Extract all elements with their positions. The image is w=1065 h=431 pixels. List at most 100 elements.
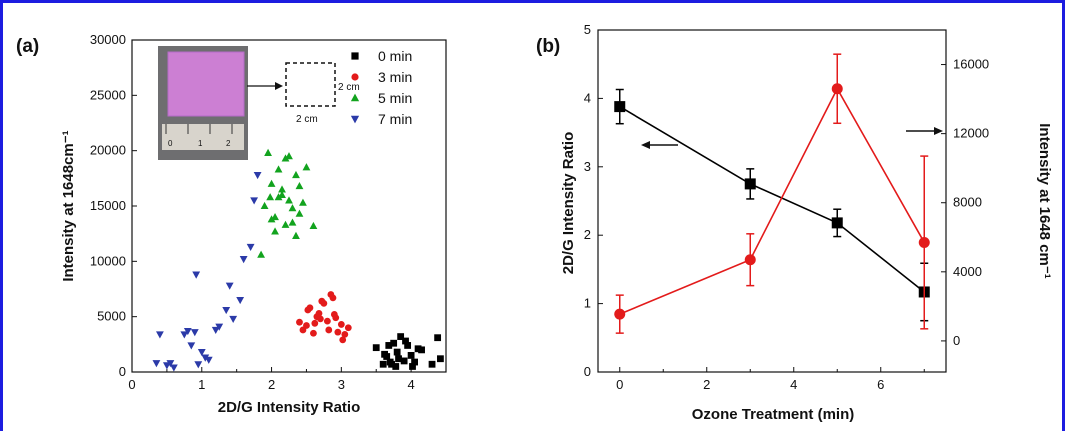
data-point — [614, 308, 626, 320]
data-point — [309, 221, 318, 229]
data-point — [411, 358, 418, 366]
data-point — [239, 256, 248, 264]
data-point — [325, 326, 333, 334]
data-point — [304, 306, 312, 314]
x-tick-label: 0 — [616, 377, 623, 392]
data-point — [187, 342, 196, 350]
x-tick-label: 2 — [268, 377, 275, 392]
legend-marker — [350, 115, 360, 124]
inset-box-right-label: 2 cm — [338, 82, 360, 93]
legend-label: 7 min — [378, 111, 412, 127]
data-point — [264, 148, 272, 156]
data-point — [190, 329, 199, 337]
y-tick-label: 5 — [584, 22, 591, 37]
legend-marker — [351, 73, 359, 81]
panel-b-series — [614, 53, 930, 334]
panel-a-y-axis-title: Intensity at 1648cm⁻¹ — [60, 130, 77, 281]
y-tick-label: 20000 — [90, 143, 126, 158]
y-tick-label: 0 — [584, 364, 591, 379]
series-line — [619, 105, 925, 293]
data-point — [334, 328, 342, 336]
data-point — [211, 326, 220, 335]
data-point — [274, 165, 283, 173]
data-point — [215, 323, 224, 331]
data-point — [299, 198, 307, 206]
panel-a-legend: 0 min 3 min 5 min 7 min — [350, 48, 412, 127]
data-point — [372, 344, 380, 352]
panel-b-plot-frame — [597, 29, 947, 373]
panel-a: (a) 0 1 2 3 4050001000015000200002500030000 … — [16, 32, 447, 416]
data-point — [295, 209, 304, 217]
inset-ruler-label: 0 — [168, 139, 173, 148]
data-point — [400, 357, 408, 365]
data-point — [229, 315, 238, 323]
data-point — [166, 360, 175, 368]
data-point — [404, 342, 412, 349]
data-point — [260, 201, 269, 210]
data-point — [246, 243, 255, 252]
data-point — [292, 170, 300, 179]
y-tick-label: 25000 — [90, 87, 126, 102]
data-point — [303, 322, 310, 329]
left-axis-arrow-head — [641, 141, 650, 149]
data-point — [332, 314, 340, 322]
panel-a-label: (a) — [16, 36, 39, 57]
panel-b-y2-axis-title: Intensity at 1648 cm⁻¹ — [1036, 123, 1053, 278]
panel-b-label: (b) — [536, 36, 560, 57]
y2-tick-label: 16000 — [953, 57, 989, 72]
data-point — [344, 324, 352, 332]
data-point — [428, 360, 436, 368]
series-line — [619, 87, 925, 315]
inset-dashed-square — [285, 62, 336, 107]
data-point — [296, 318, 303, 326]
legend-marker — [351, 52, 359, 60]
data-point — [317, 315, 324, 323]
data-point — [225, 282, 234, 290]
y-tick-label: 3 — [584, 159, 591, 174]
data-point — [271, 227, 279, 235]
data-point — [281, 220, 290, 228]
y-tick-label: 15000 — [90, 198, 126, 213]
data-point — [402, 337, 409, 345]
data-point — [918, 236, 930, 248]
y-tick-label: 2 — [584, 227, 591, 242]
data-point — [614, 101, 626, 113]
data-point — [194, 361, 203, 369]
data-point — [302, 163, 311, 171]
data-point — [323, 317, 331, 325]
y-tick-label: 5000 — [97, 309, 126, 324]
data-point — [409, 363, 416, 370]
data-point — [311, 319, 319, 327]
data-point — [393, 348, 401, 356]
panel-a-x-axis-title: 2D/G Intensity Ratio — [218, 399, 361, 416]
y-tick-label: 10000 — [90, 253, 126, 268]
y2-tick-label: 12000 — [953, 126, 989, 141]
data-point — [414, 345, 422, 353]
data-point — [257, 250, 265, 258]
inset-ruler-label: 2 — [226, 139, 231, 148]
data-point — [315, 309, 323, 317]
data-point — [744, 254, 756, 266]
data-point — [337, 321, 345, 328]
data-point — [288, 218, 297, 226]
y-tick-label: 1 — [584, 296, 591, 311]
x-tick-label: 2 — [703, 377, 710, 392]
data-point — [180, 331, 189, 339]
legend-label: 0 min — [378, 48, 412, 64]
data-point — [288, 204, 297, 212]
data-point — [253, 171, 262, 180]
data-point — [285, 152, 293, 160]
data-point — [392, 363, 400, 370]
data-point — [267, 179, 276, 187]
data-point — [407, 352, 415, 359]
data-point — [266, 193, 275, 201]
inset-ruler-label: 1 — [198, 139, 203, 148]
legend-label: 5 min — [378, 90, 412, 106]
data-point — [329, 294, 337, 302]
data-point — [318, 297, 326, 305]
panel-b-x-axis-title: Ozone Treatment (min) — [692, 406, 855, 423]
data-point — [388, 360, 395, 368]
data-point — [831, 83, 843, 95]
data-point — [222, 306, 231, 315]
